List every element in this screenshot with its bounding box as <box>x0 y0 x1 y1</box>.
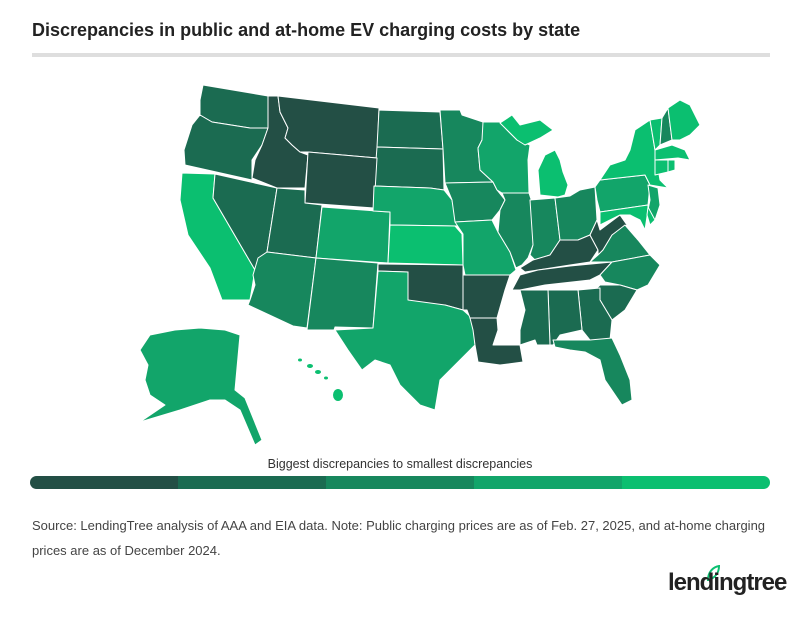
state-wy <box>304 151 378 209</box>
state-hi-island <box>333 389 343 401</box>
state-hi-island <box>315 370 321 374</box>
state-ar <box>462 274 511 319</box>
legend-label: Biggest discrepancies to smallest discre… <box>267 457 533 471</box>
state-az <box>247 251 317 329</box>
state-fl <box>552 337 633 406</box>
state-hi-island <box>307 364 313 368</box>
lendingtree-leaf-icon <box>706 565 721 581</box>
legend-color-scale <box>30 476 770 489</box>
state-mi <box>537 149 569 198</box>
state-mi <box>499 114 554 146</box>
state-mo <box>454 219 517 276</box>
state-ri <box>667 159 676 173</box>
state-or <box>183 114 269 181</box>
state-nd <box>376 109 444 150</box>
state-hi-island <box>324 376 328 380</box>
source-note: Source: LendingTree analysis of AAA and … <box>32 518 766 558</box>
state-ct <box>654 159 669 176</box>
legend-swatch-1 <box>30 476 178 489</box>
state-hi-island <box>298 358 302 362</box>
state-nc <box>599 254 661 291</box>
lendingtree-logo: lendingtree <box>668 569 787 596</box>
state-co <box>315 206 391 264</box>
state-al <box>547 289 583 346</box>
title-divider <box>32 53 770 57</box>
state-ms <box>519 289 551 346</box>
state-nm <box>306 257 379 331</box>
state-va <box>589 224 651 263</box>
legend-swatch-2 <box>178 476 326 489</box>
state-me <box>667 99 701 141</box>
state-de <box>646 206 656 226</box>
state-la <box>469 317 524 366</box>
state-sd <box>373 146 445 191</box>
legend-swatch-5 <box>622 476 770 489</box>
chart-title: Discrepancies in public and at-home EV c… <box>32 20 581 40</box>
state-ma <box>654 144 691 161</box>
state-ak <box>139 327 263 446</box>
state-tx <box>334 270 476 411</box>
legend-swatch-4 <box>474 476 622 489</box>
legend-swatch-3 <box>326 476 474 489</box>
state-ks <box>387 224 464 266</box>
